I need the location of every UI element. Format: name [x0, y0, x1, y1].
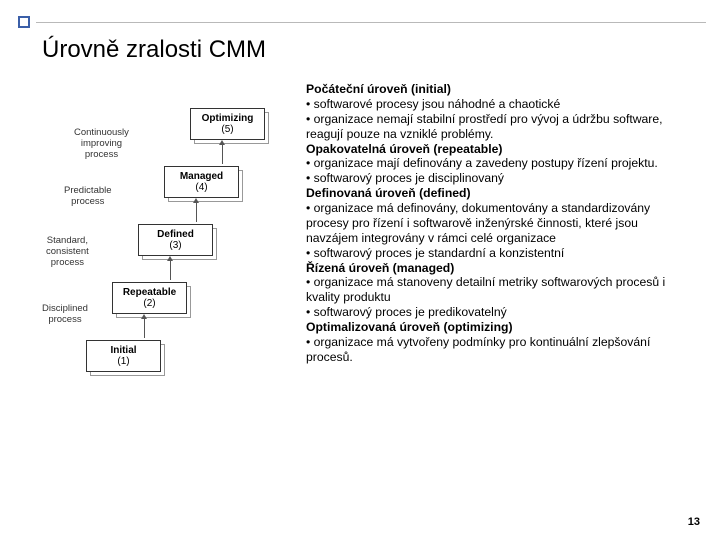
stair-level-name: Repeatable	[123, 287, 176, 298]
stair-level-num: (2)	[143, 298, 155, 309]
level-bullet: • organizace nemají stabilní prostředí p…	[306, 112, 686, 142]
stair-level-1: Initial(1)	[86, 340, 161, 372]
level-bullet: • organizace má vytvořeny podmínky pro k…	[306, 335, 686, 365]
arrow-up-icon	[170, 260, 171, 280]
page-number: 13	[688, 516, 700, 528]
slide-page: Úrovně zralosti CMM Optimizing(5) Managed…	[0, 0, 720, 540]
level-heading: Optimalizovaná úroveň (optimizing)	[306, 320, 686, 335]
stair-side-label: Predictableprocess	[64, 186, 112, 208]
level-bullet: • softwarový proces je disciplinovaný	[306, 171, 686, 186]
level-bullet: • organizace má stanoveny detailní metri…	[306, 275, 686, 305]
stair-level-name: Optimizing	[202, 113, 254, 124]
level-bullet: • softwarové procesy jsou náhodné a chao…	[306, 97, 686, 112]
level-heading: Počáteční úroveň (initial)	[306, 82, 686, 97]
stair-side-label: Disciplinedprocess	[42, 304, 88, 326]
cmm-staircase-diagram: Optimizing(5) Managed(4) Defined(3) Repeata…	[42, 108, 292, 438]
stair-level-5: Optimizing(5)	[190, 108, 265, 140]
level-heading: Definovaná úroveň (defined)	[306, 186, 686, 201]
stair-level-name: Defined	[157, 229, 194, 240]
stair-level-num: (1)	[117, 356, 129, 367]
accent-line	[36, 22, 706, 23]
stair-level-num: (4)	[195, 182, 207, 193]
stair-level-3: Defined(3)	[138, 224, 213, 256]
stair-level-name: Initial	[110, 345, 136, 356]
stair-level-2: Repeatable(2)	[112, 282, 187, 314]
level-bullet: • organizace má definovány, dokumentován…	[306, 201, 686, 246]
stair-side-label: Standard,consistentprocess	[46, 236, 89, 269]
level-heading: Řízená úroveň (managed)	[306, 261, 686, 276]
arrow-up-icon	[144, 318, 145, 338]
accent-square-icon	[18, 16, 30, 28]
level-bullet: • softwarový proces je standardní a konz…	[306, 246, 686, 261]
level-bullet: • organizace mají definovány a zavedeny …	[306, 156, 686, 171]
stair-level-num: (5)	[221, 124, 233, 135]
arrow-up-icon	[222, 144, 223, 164]
stair-level-name: Managed	[180, 171, 223, 182]
stair-level-num: (3)	[169, 240, 181, 251]
level-heading: Opakovatelná úroveň (repeatable)	[306, 142, 686, 157]
levels-description: Počáteční úroveň (initial)• softwarové p…	[306, 82, 686, 365]
page-title: Úrovně zralosti CMM	[42, 36, 266, 64]
arrow-up-icon	[196, 202, 197, 222]
stair-side-label: Continuouslyimprovingprocess	[74, 128, 129, 161]
stair-level-4: Managed(4)	[164, 166, 239, 198]
level-bullet: • softwarový proces je predikovatelný	[306, 305, 686, 320]
